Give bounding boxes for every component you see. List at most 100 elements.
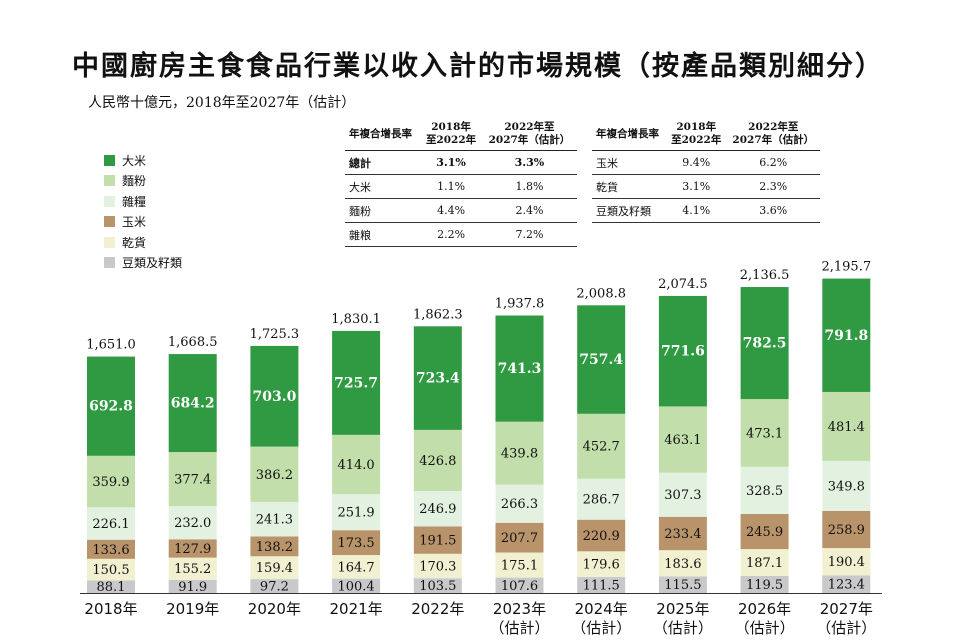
cagr-value: 3.1% xyxy=(665,174,727,199)
x-tick-label: 2018年 xyxy=(84,600,137,618)
bar-segment xyxy=(577,551,626,578)
cagr-row-label: 大米 xyxy=(345,174,421,199)
chart-title: 中國廚房主食食品行業以收入計的市場規模（按產品類別細分） xyxy=(72,51,884,82)
data-label: 127.9 xyxy=(174,542,211,557)
legend-item: 玉米 xyxy=(104,212,182,233)
x-tick-label: 2026年（估計） xyxy=(735,600,795,637)
x-tick-label: 2027年（估計） xyxy=(816,600,876,637)
data-label: 173.5 xyxy=(337,536,374,551)
data-label: 241.3 xyxy=(256,513,293,528)
data-label: 103.5 xyxy=(419,579,456,594)
bar-segment xyxy=(577,478,626,520)
total-label: 2,008.8 xyxy=(576,286,626,301)
data-label: 725.7 xyxy=(334,375,378,391)
data-label: 175.1 xyxy=(501,559,538,574)
bar-segment xyxy=(332,530,381,556)
x-tick-label: 2020年 xyxy=(248,600,301,618)
chart-subtitle: 人民幣十億元，2018年至2027年（估計） xyxy=(88,95,356,111)
bar-segment xyxy=(168,579,217,593)
data-label: 119.5 xyxy=(746,578,783,593)
bar-segment xyxy=(413,578,462,593)
data-label: 251.9 xyxy=(337,506,374,521)
bar-segment xyxy=(822,278,871,392)
data-label: 791.8 xyxy=(824,328,868,344)
bar-segment xyxy=(87,558,135,581)
bar-segment xyxy=(332,555,381,579)
data-label: 452.7 xyxy=(583,440,620,455)
cagr-value: 3.3% xyxy=(481,150,577,175)
total-label: 1,725.3 xyxy=(250,327,300,342)
bar-segment xyxy=(168,557,217,580)
data-label: 115.5 xyxy=(664,578,701,593)
cagr-row: 總計 3.1% 3.3% xyxy=(345,150,577,175)
data-label: 473.1 xyxy=(746,426,783,441)
cagr-header: 2018年 至2022年 xyxy=(665,118,727,151)
data-label: 226.1 xyxy=(92,517,129,532)
data-label: 684.2 xyxy=(171,396,215,412)
legend-label: 玉米 xyxy=(122,215,147,230)
bar-segment xyxy=(740,399,789,467)
bar-segment xyxy=(413,429,462,492)
data-label: 232.0 xyxy=(174,516,211,531)
legend-swatch xyxy=(104,154,115,166)
bar-segment xyxy=(822,391,871,461)
bar-segment xyxy=(577,413,626,479)
data-label: 286.7 xyxy=(583,493,620,508)
legend-label: 大米 xyxy=(122,153,147,168)
x-tick-label: 2023年（估計） xyxy=(489,600,549,637)
legend-swatch xyxy=(104,236,115,248)
x-tick-label: 2019年 xyxy=(166,600,219,618)
data-label: 207.7 xyxy=(501,531,538,546)
data-label: 481.4 xyxy=(828,420,865,435)
cagr-value: 4.4% xyxy=(420,198,482,223)
cagr-value: 2.2% xyxy=(420,222,482,247)
legend-item: 雜糧 xyxy=(104,191,182,212)
bar-segment xyxy=(577,305,626,414)
bar-segment xyxy=(495,315,544,422)
bar-segment xyxy=(250,556,299,580)
legend-label: 豆類及籽類 xyxy=(122,256,183,271)
total-label: 2,074.5 xyxy=(658,277,708,292)
bar-segment xyxy=(332,434,381,495)
bar-segment xyxy=(822,548,871,576)
bar-segment xyxy=(87,580,135,593)
bar-segment xyxy=(495,522,544,553)
data-label: 100.4 xyxy=(337,579,374,594)
data-label: 88.1 xyxy=(97,580,126,595)
bar-segment xyxy=(495,484,544,523)
bar-segment xyxy=(740,549,789,576)
bar-segment xyxy=(740,466,789,514)
data-label: 155.2 xyxy=(174,562,211,577)
cagr-header: 年複合增長率 xyxy=(592,118,666,151)
data-label: 266.3 xyxy=(501,497,538,512)
cagr-value: 9.4% xyxy=(665,150,727,175)
data-label: 723.4 xyxy=(416,371,460,387)
cagr-table-left: 年複合增長率 2018年 至2022年 2022年至 2027年（估計） 總計 3.1% 3.… xyxy=(345,118,577,247)
bar-segment xyxy=(740,575,789,593)
data-label: 133.6 xyxy=(92,543,129,558)
data-label: 246.9 xyxy=(419,502,456,517)
legend-label: 乾貨 xyxy=(122,235,147,250)
x-tick-label: 2022年 xyxy=(411,600,464,618)
bar-segment xyxy=(495,552,544,578)
bar-segment xyxy=(658,472,707,517)
cagr-value: 3.1% xyxy=(420,150,482,175)
data-label: 123.4 xyxy=(828,578,865,593)
total-label: 2,136.5 xyxy=(740,268,790,283)
data-label: 463.1 xyxy=(664,433,701,448)
data-label: 741.3 xyxy=(498,361,542,377)
legend-swatch xyxy=(104,257,115,269)
legend-label: 麵粉 xyxy=(122,174,147,189)
total-label: 1,668.5 xyxy=(168,335,218,350)
legend-swatch xyxy=(104,195,115,207)
cagr-row: 大米 1.1% 1.8% xyxy=(345,174,577,199)
bar-segment xyxy=(250,345,299,447)
data-label: 245.9 xyxy=(746,525,783,540)
bar-segment xyxy=(332,578,381,593)
cagr-row-label: 乾貨 xyxy=(592,174,666,199)
total-label: 1,651.0 xyxy=(86,338,136,353)
data-label: 386.2 xyxy=(256,468,293,483)
bar-segment xyxy=(168,354,217,453)
bar-segment xyxy=(577,577,626,593)
bar-segment xyxy=(495,577,544,593)
